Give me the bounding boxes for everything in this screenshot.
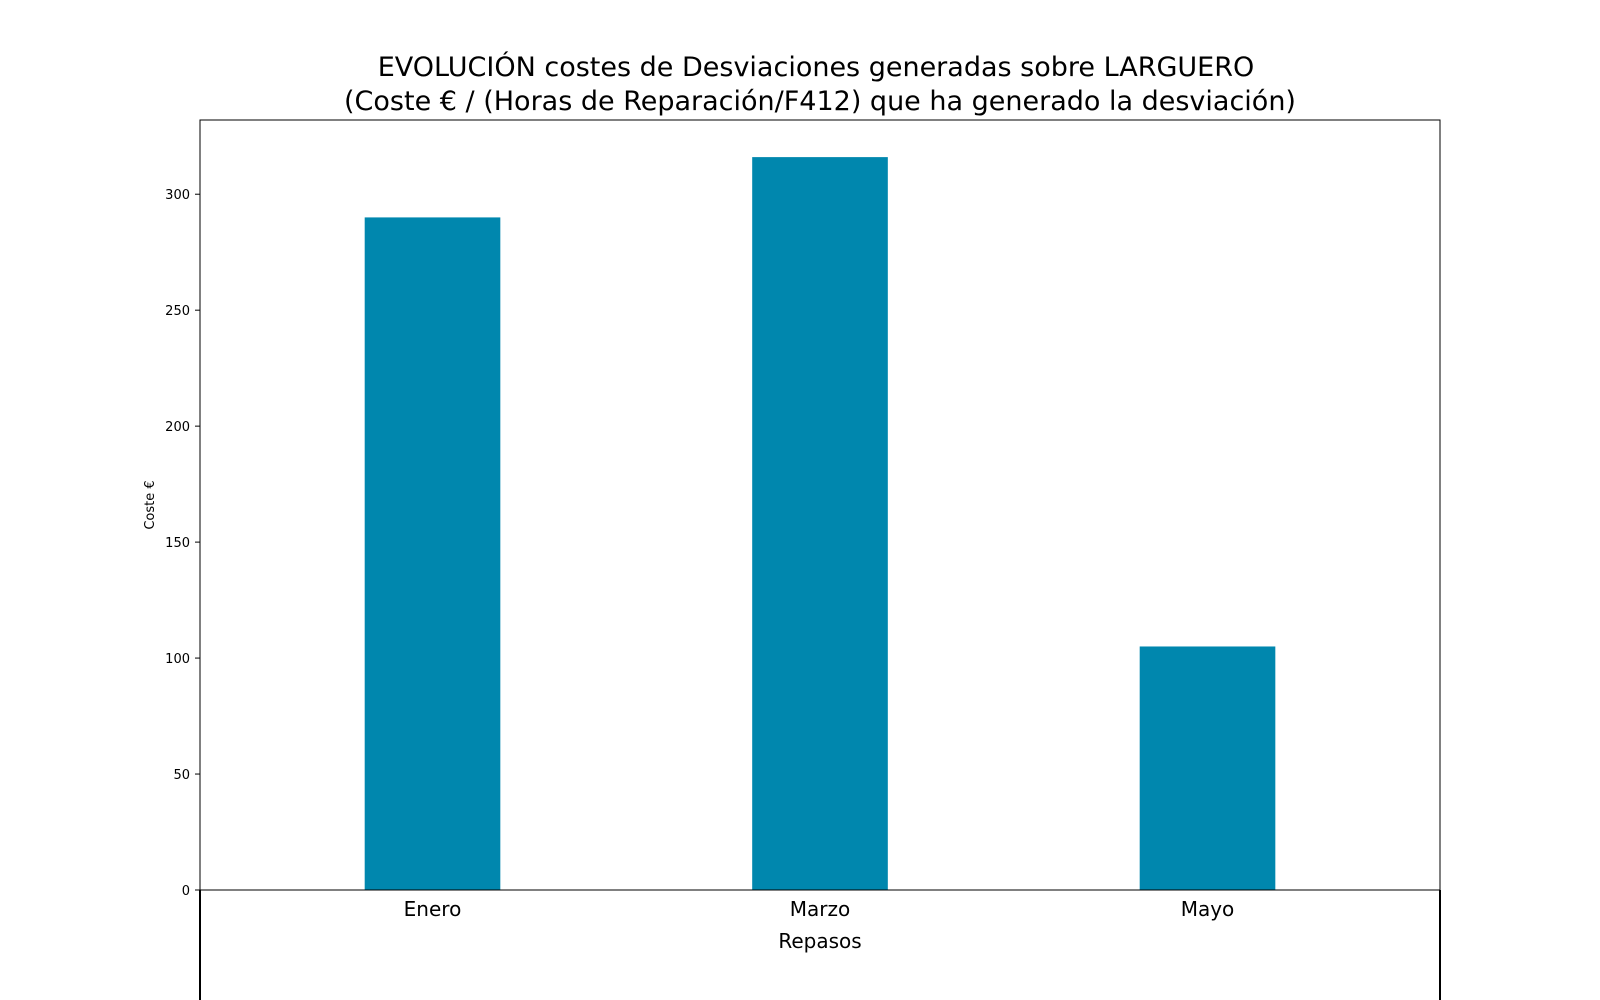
chart-subtitle: (Coste € / (Horas de Reparación/F412) qu… xyxy=(344,86,1296,117)
y-tick-label-200: 200 xyxy=(165,420,190,435)
x-axis-ticks: Enero Marzo Mayo xyxy=(404,897,1235,921)
y-tick-label-0: 0 xyxy=(182,884,190,899)
y-tick-label-50: 50 xyxy=(173,768,190,783)
y-axis-ticks: 0 50 100 150 200 250 300 xyxy=(165,188,200,899)
y-tick-label-150: 150 xyxy=(165,536,190,551)
x-tick-label-mayo: Mayo xyxy=(1181,897,1235,921)
x-axis-label: Repasos xyxy=(778,929,861,953)
chart-title: EVOLUCIÓN costes de Desviaciones generad… xyxy=(378,51,1255,83)
x-tick-label-marzo: Marzo xyxy=(790,897,850,921)
plot-frame xyxy=(199,119,1441,891)
y-tick-label-250: 250 xyxy=(165,304,190,319)
y-tick-label-100: 100 xyxy=(165,652,190,667)
x-tick-label-enero: Enero xyxy=(404,897,462,921)
bar-enero xyxy=(364,217,501,890)
bar-mayo xyxy=(1139,646,1276,890)
bar-marzo xyxy=(752,157,888,891)
y-axis-label: Coste € xyxy=(143,480,158,529)
y-tick-label-300: 300 xyxy=(165,188,190,203)
bars-layer xyxy=(364,157,1276,891)
